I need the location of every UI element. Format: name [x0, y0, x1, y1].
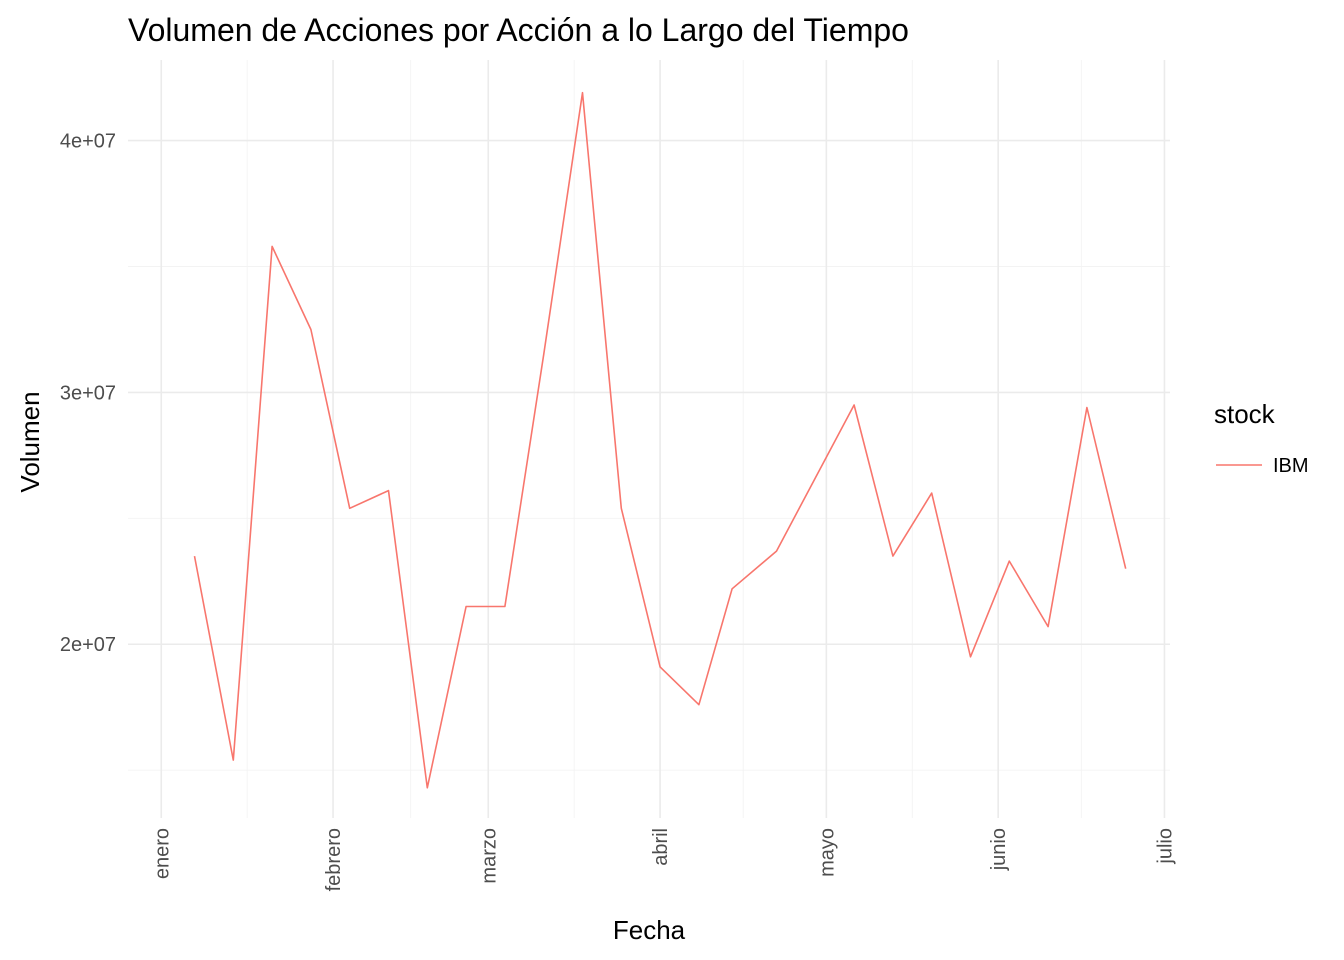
grid-lines	[128, 60, 1170, 818]
x-axis-title: Fecha	[613, 915, 686, 945]
series-line-ibm	[193, 91, 1127, 789]
y-axis-title: Volumen	[15, 391, 45, 492]
x-tick-label: mayo	[816, 828, 838, 877]
y-tick-label: 3e+07	[60, 382, 116, 404]
y-tick-label: 4e+07	[60, 131, 116, 153]
x-tick-label: julio	[1154, 828, 1176, 865]
y-tick-labels: 2e+07 3e+07 4e+07	[60, 131, 116, 657]
x-tick-labels: enero febrero marzo abril mayo junio julio	[151, 828, 1176, 891]
x-tick-label: febrero	[323, 828, 345, 891]
chart-title: Volumen de Acciones por Acción a lo Larg…	[128, 12, 909, 48]
y-tick-label: 2e+07	[60, 634, 116, 656]
legend: stock IBM	[1214, 399, 1309, 477]
series-layer	[193, 91, 1127, 789]
legend-title: stock	[1214, 399, 1276, 429]
legend-label-ibm: IBM	[1273, 455, 1309, 477]
x-tick-label: marzo	[478, 828, 500, 884]
x-tick-label: enero	[151, 828, 173, 879]
x-tick-label: junio	[988, 828, 1010, 871]
x-tick-label: abril	[650, 828, 672, 866]
